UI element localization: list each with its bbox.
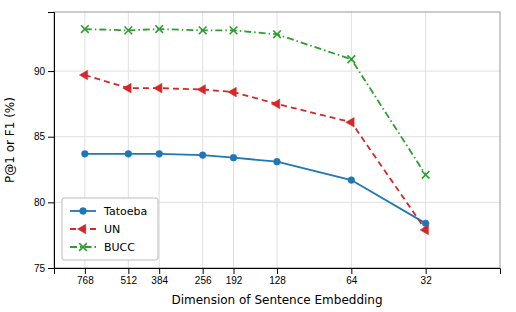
tick: 80 [34, 197, 54, 208]
axis-line [55, 269, 501, 275]
x-axis-title: Dimension of Sentence Embedding [171, 293, 382, 307]
grid-line-y [54, 71, 500, 72]
tick: 512 [120, 268, 137, 286]
legend-label: UN [104, 223, 120, 236]
data-point [273, 30, 281, 38]
tick-mark [48, 71, 54, 72]
data-point [230, 27, 238, 35]
legend-label: Tatoeba [103, 205, 147, 218]
tick-mark [48, 137, 54, 138]
data-point [346, 117, 354, 127]
data-point [228, 87, 236, 97]
grid-line-x [159, 12, 160, 268]
tick-mark [234, 268, 235, 274]
tick-label: 768 [77, 275, 94, 286]
data-point [348, 55, 356, 63]
x-axis: 768 512 384 256 192 128 64 32 [55, 268, 501, 286]
tick: 85 [34, 131, 54, 142]
tick: 90 [34, 66, 54, 77]
tick-label: 75 [34, 263, 46, 274]
data-point [81, 150, 88, 157]
legend-item: UN [70, 223, 120, 236]
tick-label: 32 [421, 275, 433, 286]
tick-label: 384 [151, 275, 168, 286]
tick-label: 64 [346, 275, 358, 286]
legend-marker [79, 243, 87, 251]
tick: 75 [34, 263, 54, 274]
tick: 192 [226, 268, 243, 286]
data-point [125, 27, 133, 35]
tick: 384 [151, 268, 168, 286]
tick: 768 [77, 268, 94, 286]
grid [54, 12, 500, 268]
legend-item: BUCC [70, 241, 135, 254]
plot-frame [54, 12, 500, 268]
tick-label: 80 [34, 197, 46, 208]
data-point [81, 25, 89, 33]
tick-mark [277, 268, 278, 274]
series-line [85, 29, 426, 175]
plot-area: 768 512 384 256 192 128 64 32 75 80 85 90 Tatoeba UN B… [34, 12, 501, 286]
data-point [420, 225, 428, 235]
data-point [79, 70, 87, 80]
tick: 64 [346, 268, 358, 286]
legend-label: BUCC [104, 241, 135, 254]
tick-mark [48, 268, 54, 269]
data-point [154, 83, 162, 93]
tick-mark [85, 268, 86, 274]
data-point [199, 27, 207, 35]
data-point [271, 99, 279, 109]
tick-label: 192 [226, 275, 243, 286]
tick: 32 [421, 268, 433, 286]
legend-marker [77, 224, 85, 234]
legend: Tatoeba UN BUCC [62, 198, 158, 260]
tick: 256 [195, 268, 212, 286]
tick-label: 85 [34, 131, 46, 142]
tick-mark [426, 268, 427, 274]
data-point [230, 154, 237, 161]
data-point [422, 171, 430, 179]
tick-label: 512 [120, 275, 137, 286]
data-point [156, 150, 163, 157]
legend-marker [80, 208, 87, 215]
grid-line-x [202, 12, 203, 268]
series-line [85, 154, 426, 224]
grid-line-x [277, 12, 278, 268]
legend-item: Tatoeba [70, 205, 147, 218]
tick-label: 256 [195, 275, 212, 286]
grid-line-x [233, 12, 234, 268]
grid-line-y [54, 136, 500, 137]
tick-label: 90 [34, 66, 46, 77]
tick-mark [48, 202, 54, 203]
tick-mark [351, 268, 352, 274]
tick: 128 [269, 268, 286, 286]
data-point [274, 158, 281, 165]
legend-box [62, 198, 158, 260]
data-point [348, 177, 355, 184]
data-point [155, 25, 163, 33]
data-point [125, 150, 132, 157]
chart: 768 512 384 256 192 128 64 32 75 80 85 90 Tatoeba UN B… [0, 0, 516, 312]
data-point [199, 152, 206, 159]
y-axis: 75 80 85 90 [34, 13, 55, 274]
data-point [123, 83, 131, 93]
grid-line-x [351, 12, 352, 268]
tick-mark [203, 268, 204, 274]
data-point [197, 85, 205, 95]
axis-line [48, 13, 55, 269]
tick-mark [159, 268, 160, 274]
tick-label: 128 [269, 275, 286, 286]
tick-mark [128, 268, 129, 274]
y-axis-title: P@1 or F1 (%) [3, 97, 17, 183]
series-line [85, 75, 426, 230]
